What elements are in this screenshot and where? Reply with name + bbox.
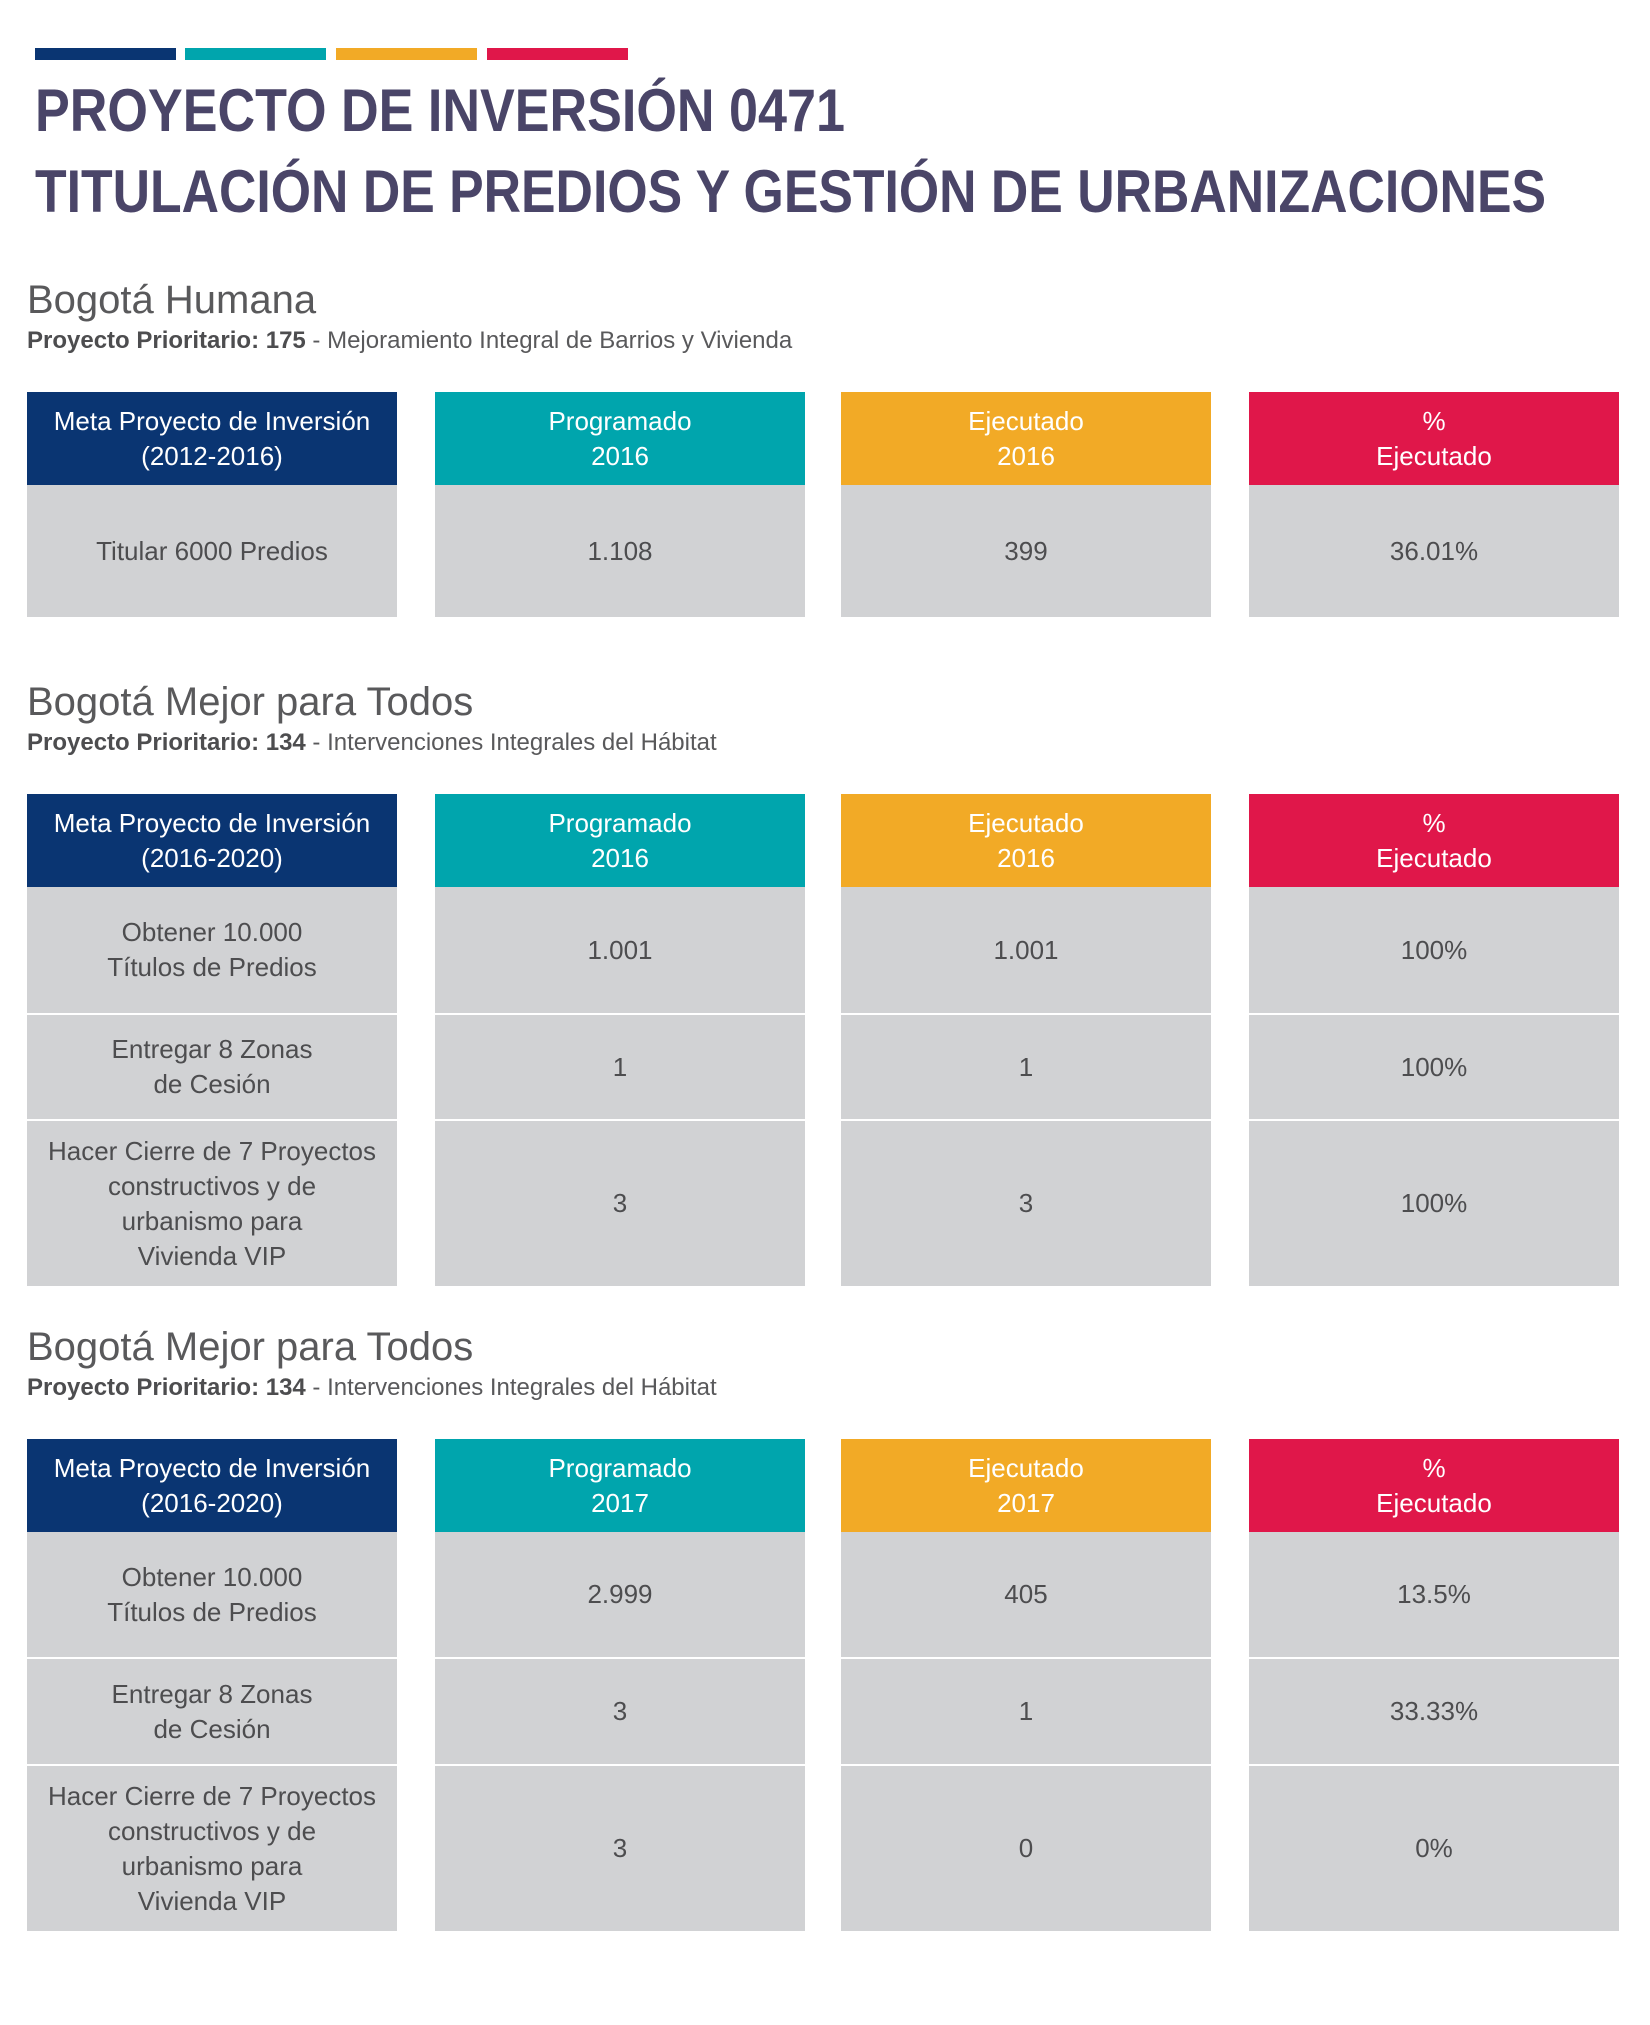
table-cell: Entregar 8 Zonas de Cesión (27, 1659, 397, 1764)
table-cell: 2.999 (435, 1532, 805, 1657)
subtitle-text: - Intervenciones Integrales del Hábitat (305, 729, 717, 756)
section-heading: Bogotá Humana (27, 278, 317, 322)
accent-bar (336, 48, 477, 60)
table-cell: Titular 6000 Predios (27, 485, 397, 617)
column-header: Programado 2016 (435, 794, 805, 887)
subtitle-bold: Proyecto Prioritario: 134 (27, 1374, 306, 1401)
table-cell: 1.001 (435, 887, 805, 1013)
page: PROYECTO DE INVERSIÓN 0471 TITULACIÓN DE… (27, 48, 1619, 1931)
table-cell: 3 (841, 1121, 1211, 1286)
table-cell: Entregar 8 Zonas de Cesión (27, 1015, 397, 1119)
column-header: Meta Proyecto de Inversión (2016-2020) (27, 1439, 397, 1532)
section-subtitle: Proyecto Prioritario: 134 - Intervencion… (27, 729, 717, 757)
table-cell: 399 (841, 485, 1211, 617)
section-heading: Bogotá Mejor para Todos (27, 1325, 474, 1369)
table-cell: 13.5% (1249, 1532, 1619, 1657)
table-cell: 3 (435, 1659, 805, 1764)
section-subtitle: Proyecto Prioritario: 175 - Mejoramiento… (27, 327, 792, 355)
subtitle-text: - Mejoramiento Integral de Barrios y Viv… (305, 327, 793, 354)
column-header: Programado 2016 (435, 392, 805, 485)
table-cell: Hacer Cierre de 7 Proyectos constructivo… (27, 1121, 397, 1286)
accent-bar (35, 48, 176, 60)
table-cell: Obtener 10.000 Títulos de Predios (27, 887, 397, 1013)
accent-bar (487, 48, 628, 60)
title-line: PROYECTO DE INVERSIÓN 0471 (35, 77, 845, 144)
column-header: Meta Proyecto de Inversión (2012-2016) (27, 392, 397, 485)
table-cell: 100% (1249, 1121, 1619, 1286)
table-cell: 1 (841, 1015, 1211, 1119)
column-header: Meta Proyecto de Inversión (2016-2020) (27, 794, 397, 887)
table-cell: 36.01% (1249, 485, 1619, 617)
column-header: Ejecutado 2017 (841, 1439, 1211, 1532)
table-cell: 100% (1249, 1015, 1619, 1119)
table-cell: 1 (841, 1659, 1211, 1764)
table-cell: 1.108 (435, 485, 805, 617)
table-cell: Hacer Cierre de 7 Proyectos constructivo… (27, 1766, 397, 1931)
table-cell: Obtener 10.000 Títulos de Predios (27, 1532, 397, 1657)
column-header: Programado 2017 (435, 1439, 805, 1532)
table-cell: 1 (435, 1015, 805, 1119)
subtitle-text: - Intervenciones Integrales del Hábitat (305, 1374, 717, 1401)
subtitle-bold: Proyecto Prioritario: 175 (27, 327, 306, 354)
title: PROYECTO DE INVERSIÓN 0471 TITULACIÓN DE… (35, 77, 1546, 225)
section-subtitle: Proyecto Prioritario: 134 - Intervencion… (27, 1374, 717, 1402)
column-header: % Ejecutado (1249, 794, 1619, 887)
column-header: Ejecutado 2016 (841, 794, 1211, 887)
table-cell: 1.001 (841, 887, 1211, 1013)
column-header: Ejecutado 2016 (841, 392, 1211, 485)
table-cell: 0% (1249, 1766, 1619, 1931)
table-cell: 33.33% (1249, 1659, 1619, 1764)
section: Bogotá Humana Proyecto Prioritario: 175 -… (27, 278, 1619, 978)
column-header: % Ejecutado (1249, 392, 1619, 485)
table-cell: 3 (435, 1766, 805, 1931)
table-cell: 405 (841, 1532, 1211, 1657)
section: Bogotá Mejor para Todos Proyecto Priorita… (27, 680, 1619, 1380)
column-header: % Ejecutado (1249, 1439, 1619, 1532)
table-cell: 100% (1249, 887, 1619, 1013)
title-line: TITULACIÓN DE PREDIOS Y GESTIÓN DE URBAN… (35, 158, 1546, 225)
accent-bar (185, 48, 326, 60)
table-cell: 0 (841, 1766, 1211, 1931)
table-cell: 3 (435, 1121, 805, 1286)
section-heading: Bogotá Mejor para Todos (27, 680, 474, 724)
subtitle-bold: Proyecto Prioritario: 134 (27, 729, 306, 756)
section: Bogotá Mejor para Todos Proyecto Priorita… (27, 1325, 1619, 2025)
